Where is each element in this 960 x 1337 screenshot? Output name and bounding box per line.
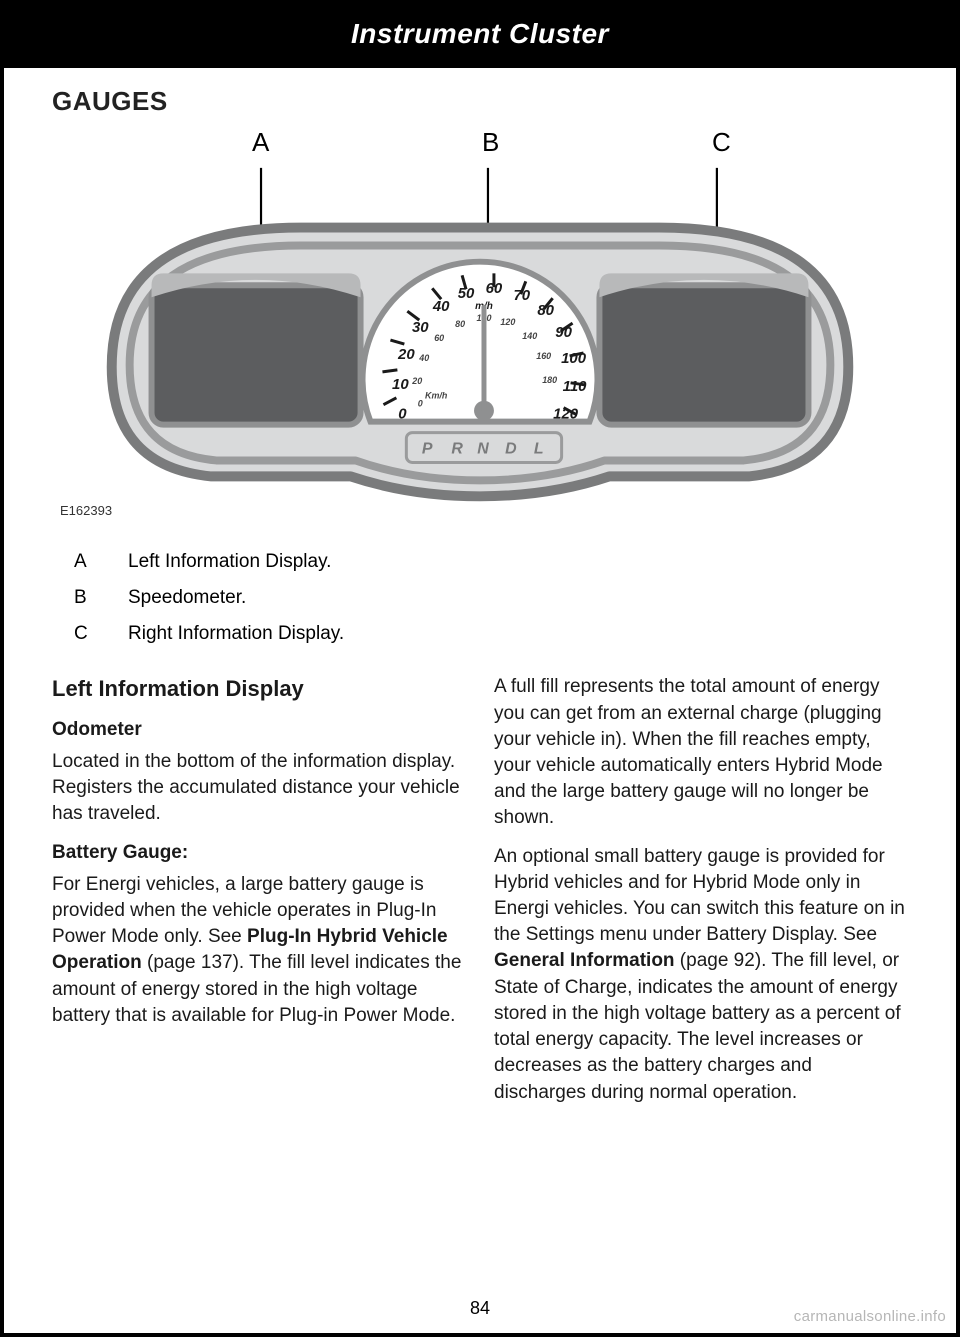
text-run: (page 92). The fill level, or State of C… <box>494 950 901 1102</box>
para-odometer: Located in the bottom of the information… <box>52 749 466 828</box>
para-full-fill: A full fill represents the total amount … <box>494 674 908 831</box>
svg-text:100: 100 <box>561 350 587 367</box>
svg-text:0: 0 <box>398 406 407 423</box>
right-column: A full fill represents the total amount … <box>494 670 908 1118</box>
para-optional-gauge: An optional small battery gauge is provi… <box>494 844 908 1106</box>
svg-text:Km/h: Km/h <box>425 391 448 401</box>
svg-text:30: 30 <box>412 319 429 336</box>
svg-text:120: 120 <box>500 317 515 327</box>
heading-left-info-display: Left Information Display <box>52 674 466 704</box>
legend-row-a: A Left Information Display. <box>74 544 908 580</box>
svg-text:0: 0 <box>418 399 423 409</box>
svg-text:D: D <box>505 441 518 458</box>
svg-text:20: 20 <box>411 376 422 386</box>
legend-key: A <box>74 544 128 580</box>
heading-battery-gauge: Battery Gauge: <box>52 840 466 866</box>
svg-text:180: 180 <box>542 375 557 385</box>
callout-label-a: A <box>252 127 269 158</box>
svg-text:80: 80 <box>455 319 465 329</box>
svg-text:20: 20 <box>397 346 415 363</box>
svg-text:N: N <box>477 441 490 458</box>
text-run: An optional small battery gauge is provi… <box>494 846 905 946</box>
callout-label-c: C <box>712 127 731 158</box>
body-columns: Left Information Display Odometer Locate… <box>52 670 908 1118</box>
link-general-information: General Information <box>494 950 675 971</box>
page-header: Instrument Cluster <box>4 4 956 68</box>
heading-odometer: Odometer <box>52 717 466 743</box>
figure-legend: A Left Information Display. B Speedomete… <box>74 544 908 652</box>
svg-text:90: 90 <box>555 324 572 341</box>
instrument-cluster-illustration: 0 10 20 30 40 50 60 70 80 90 100 110 120… <box>52 167 908 527</box>
legend-row-b: B Speedometer. <box>74 580 908 616</box>
figure-id: E162393 <box>60 503 908 518</box>
svg-text:60: 60 <box>434 333 444 343</box>
page-content: GAUGES A B C <box>4 68 956 1288</box>
legend-text: Right Information Display. <box>128 616 344 652</box>
legend-row-c: C Right Information Display. <box>74 616 908 652</box>
svg-text:R: R <box>451 441 464 458</box>
section-title-gauges: GAUGES <box>52 86 908 117</box>
legend-text: Left Information Display. <box>128 544 331 580</box>
legend-key: C <box>74 616 128 652</box>
svg-text:50: 50 <box>458 285 475 302</box>
svg-text:70: 70 <box>513 287 530 304</box>
figure-callout-labels: A B C <box>52 127 908 167</box>
para-battery-gauge: For Energi vehicles, a large battery gau… <box>52 872 466 1029</box>
svg-text:P: P <box>422 441 435 458</box>
svg-text:80: 80 <box>537 302 554 319</box>
left-column: Left Information Display Odometer Locate… <box>52 670 466 1118</box>
legend-text: Speedometer. <box>128 580 246 616</box>
gauge-figure: A B C <box>52 127 908 518</box>
svg-text:120: 120 <box>553 406 579 423</box>
legend-key: B <box>74 580 128 616</box>
svg-text:L: L <box>534 441 546 458</box>
svg-text:140: 140 <box>522 331 537 341</box>
watermark: carmanualsonline.info <box>794 1308 946 1325</box>
callout-label-b: B <box>482 127 499 158</box>
svg-text:110: 110 <box>563 378 587 395</box>
svg-text:10: 10 <box>392 376 409 393</box>
svg-text:40: 40 <box>432 298 450 315</box>
svg-text:40: 40 <box>418 353 429 363</box>
svg-text:160: 160 <box>536 351 551 361</box>
svg-text:60: 60 <box>486 280 503 297</box>
